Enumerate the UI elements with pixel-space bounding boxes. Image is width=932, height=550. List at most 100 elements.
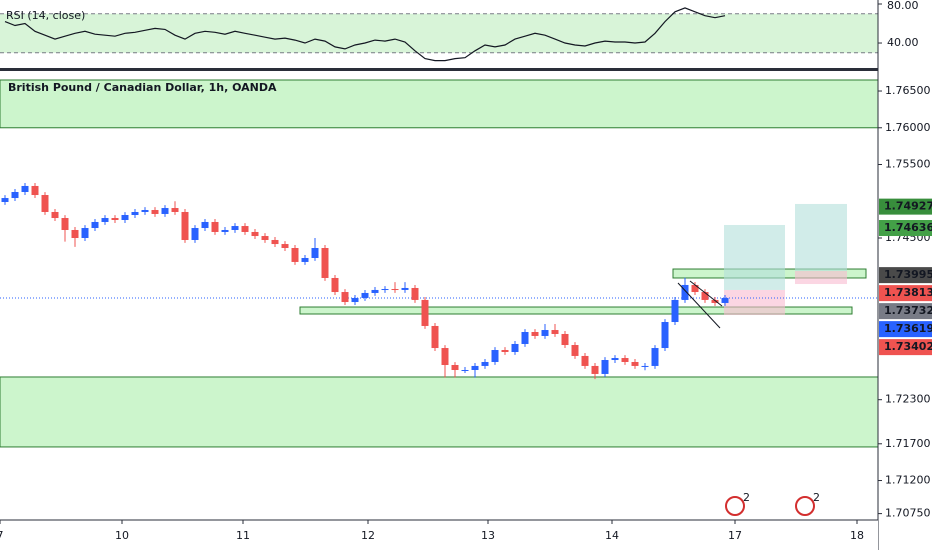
candles xyxy=(0,183,878,380)
candle-body xyxy=(401,287,409,290)
pane-separator xyxy=(0,68,878,71)
candle-body xyxy=(671,299,679,323)
candle-body xyxy=(521,332,529,344)
candle-body xyxy=(251,231,259,237)
candle-body xyxy=(291,248,299,262)
candle-body xyxy=(341,292,349,303)
candle-body xyxy=(701,292,709,300)
candle-body xyxy=(611,358,619,361)
rsi-title: RSI (14, close) xyxy=(6,9,85,22)
candle-body xyxy=(381,289,389,291)
candle-body xyxy=(481,361,489,366)
candle-body xyxy=(161,208,169,214)
candle-body xyxy=(51,211,59,219)
y-tick-label: 1.70750 xyxy=(885,507,931,520)
candle-body xyxy=(221,229,229,232)
candle-body xyxy=(261,236,269,240)
price-label: 1.73732 xyxy=(884,304,932,317)
candle-body xyxy=(141,210,149,212)
event-badge xyxy=(725,496,745,516)
candle-body xyxy=(321,248,329,278)
candle-body xyxy=(231,226,239,230)
candle-body xyxy=(301,257,309,262)
candle-body xyxy=(551,330,559,334)
candle-body xyxy=(191,228,199,240)
event-badge xyxy=(795,496,815,516)
candle-body xyxy=(391,289,399,291)
candle-body xyxy=(641,365,649,367)
price-label: 1.73813 xyxy=(884,286,932,299)
x-tick-label: 10 xyxy=(115,529,129,542)
candle-body xyxy=(471,365,479,370)
zone xyxy=(0,79,879,129)
rsi-line xyxy=(4,7,726,62)
candle-body xyxy=(311,248,319,258)
candle-body xyxy=(651,348,659,366)
position-stop xyxy=(724,289,785,316)
candle-body xyxy=(561,333,569,346)
candle-body xyxy=(281,244,289,249)
candle-body xyxy=(131,211,139,216)
zone xyxy=(0,376,879,448)
candle-body xyxy=(441,348,449,366)
candle-body xyxy=(201,221,209,229)
price-label-box xyxy=(879,285,932,302)
candle-body xyxy=(151,210,159,214)
price-label-box xyxy=(879,220,932,237)
candle-body xyxy=(421,299,429,326)
candle-body xyxy=(241,226,249,232)
candle-body xyxy=(121,215,129,220)
y-tick-label: 1.71700 xyxy=(885,437,931,450)
position-target xyxy=(724,224,785,290)
candle-body xyxy=(571,345,579,356)
candle-body xyxy=(691,284,699,293)
x-tick-label: 12 xyxy=(361,529,375,542)
x-tick-label: 18 xyxy=(850,529,864,542)
candle-body xyxy=(111,218,119,220)
candle-body xyxy=(451,365,459,370)
candle-body xyxy=(631,361,639,366)
candle-body xyxy=(21,185,29,192)
time-axis-bg xyxy=(0,520,878,550)
candle-body xyxy=(361,292,369,298)
candle-body xyxy=(621,358,629,362)
chart-title: British Pound / Canadian Dollar, 1h, OAN… xyxy=(8,81,277,94)
price-label: 1.74927 xyxy=(884,200,932,213)
y-tick-label: 1.72300 xyxy=(885,393,931,406)
price-label-box xyxy=(879,321,932,338)
candle-body xyxy=(1,198,9,202)
y-tick-label: 1.76500 xyxy=(885,84,931,97)
candle-body xyxy=(661,322,669,349)
position-stop xyxy=(795,271,847,285)
position-target xyxy=(795,203,847,272)
positions xyxy=(724,203,847,316)
x-tick-label: 13 xyxy=(481,529,495,542)
price-label-box xyxy=(879,267,932,284)
candle-body xyxy=(491,350,499,362)
candle-body xyxy=(501,350,509,352)
trend-line xyxy=(689,280,723,307)
zones xyxy=(0,79,879,448)
candle-body xyxy=(721,297,729,303)
candle-body xyxy=(591,365,599,374)
candle-body xyxy=(351,297,359,303)
event-count: 2 xyxy=(813,491,820,504)
candle-body xyxy=(31,185,39,196)
x-tick-label: 7 xyxy=(0,529,4,542)
candle-body xyxy=(331,277,339,293)
candle-body xyxy=(41,195,49,212)
candle-body xyxy=(511,343,519,352)
candle-body xyxy=(171,208,179,212)
price-label-box xyxy=(879,339,932,356)
y-tick-label: 1.71200 xyxy=(885,474,931,487)
candle-body xyxy=(271,239,279,245)
candle-body xyxy=(581,355,589,366)
candle-body xyxy=(601,360,609,374)
candle-body xyxy=(181,211,189,240)
candle-body xyxy=(101,218,109,222)
rsi-pane xyxy=(0,7,878,62)
price-label: 1.73402 xyxy=(884,340,932,353)
candle-body xyxy=(531,332,539,336)
